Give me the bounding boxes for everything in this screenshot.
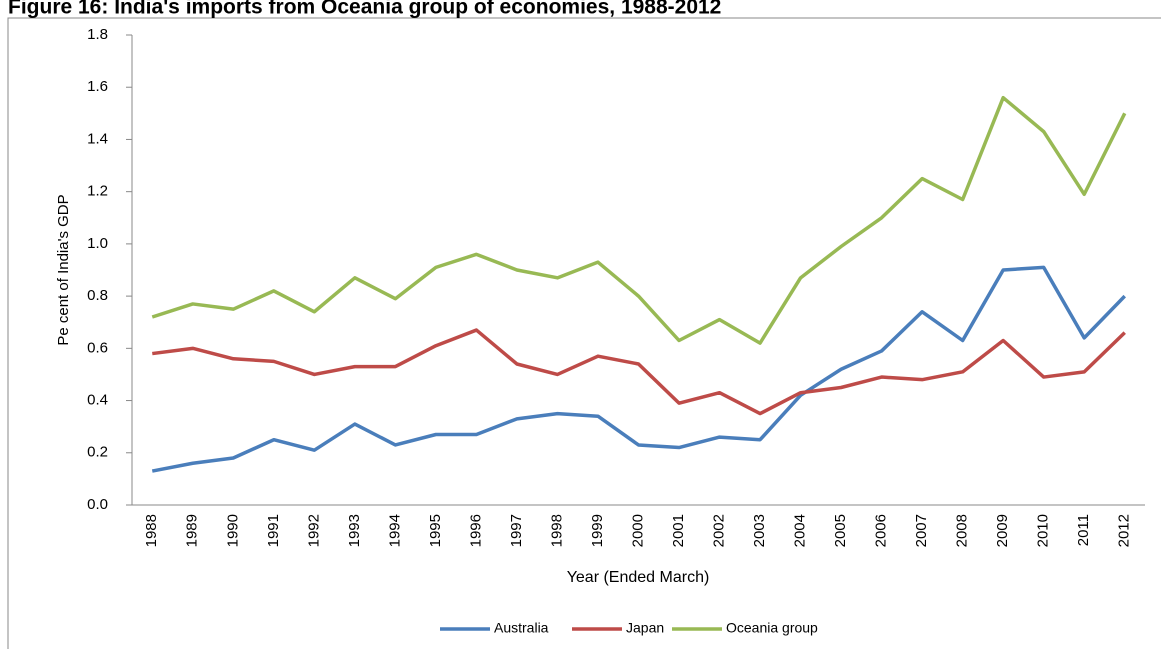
x-tick-label: 1991 [265, 514, 282, 547]
series-line [151, 265, 1126, 473]
series-line [151, 95, 1127, 345]
x-tick-label: 1998 [548, 514, 565, 547]
x-tick-label: 1997 [508, 514, 525, 547]
y-tick-label: 0.2 [87, 444, 108, 461]
x-tick-label: 2007 [913, 514, 930, 547]
y-tick-label: 1.4 [87, 130, 108, 147]
y-tick-label: 1.2 [87, 183, 108, 200]
legend-label: Oceania group [726, 620, 818, 636]
x-tick-label: 2009 [994, 514, 1011, 547]
x-tick-label: 1999 [589, 514, 606, 547]
chart-border [7, 17, 1161, 649]
legend-label: Japan [626, 620, 664, 636]
x-tick-label: 2003 [751, 514, 768, 547]
x-tick-label: 2001 [670, 514, 687, 547]
y-tick-label: 1.6 [87, 78, 108, 95]
x-tick-label: 2011 [1075, 514, 1092, 546]
series-line [152, 328, 1126, 416]
x-tick-label: 1993 [346, 514, 363, 547]
x-tick-label: 1996 [467, 514, 484, 547]
y-tick-label: 0.6 [87, 339, 108, 356]
x-tick-label: 1994 [386, 514, 403, 547]
y-tick-label: 1.0 [87, 235, 108, 252]
y-tick-label: 0.0 [87, 496, 108, 513]
x-tick-label: 1989 [184, 514, 201, 547]
y-tick-label: 1.8 [87, 26, 108, 43]
x-tick-label: 2012 [1116, 514, 1133, 547]
x-tick-label: 2008 [954, 514, 971, 547]
x-tick-label: 2000 [629, 514, 646, 547]
x-tick-label: 2004 [792, 514, 809, 547]
y-axis-title: Pe cent of India's GDP [55, 194, 72, 345]
x-tick-label: 1995 [427, 514, 444, 547]
y-tick-label: 0.4 [87, 392, 108, 409]
legend-label: Australia [494, 620, 549, 636]
x-tick-label: 2006 [873, 514, 890, 547]
chart-title: Figure 16: India's imports from Oceania … [8, 0, 721, 19]
x-axis-title: Year (Ended March) [567, 569, 710, 586]
x-tick-label: 1990 [224, 514, 241, 547]
x-tick-label: 2002 [711, 514, 728, 547]
x-tick-label: 1988 [143, 514, 160, 547]
x-tick-label: 2005 [832, 514, 849, 547]
x-tick-label: 1992 [305, 514, 322, 547]
y-tick-label: 0.8 [87, 287, 108, 304]
x-tick-label: 2010 [1035, 514, 1052, 547]
